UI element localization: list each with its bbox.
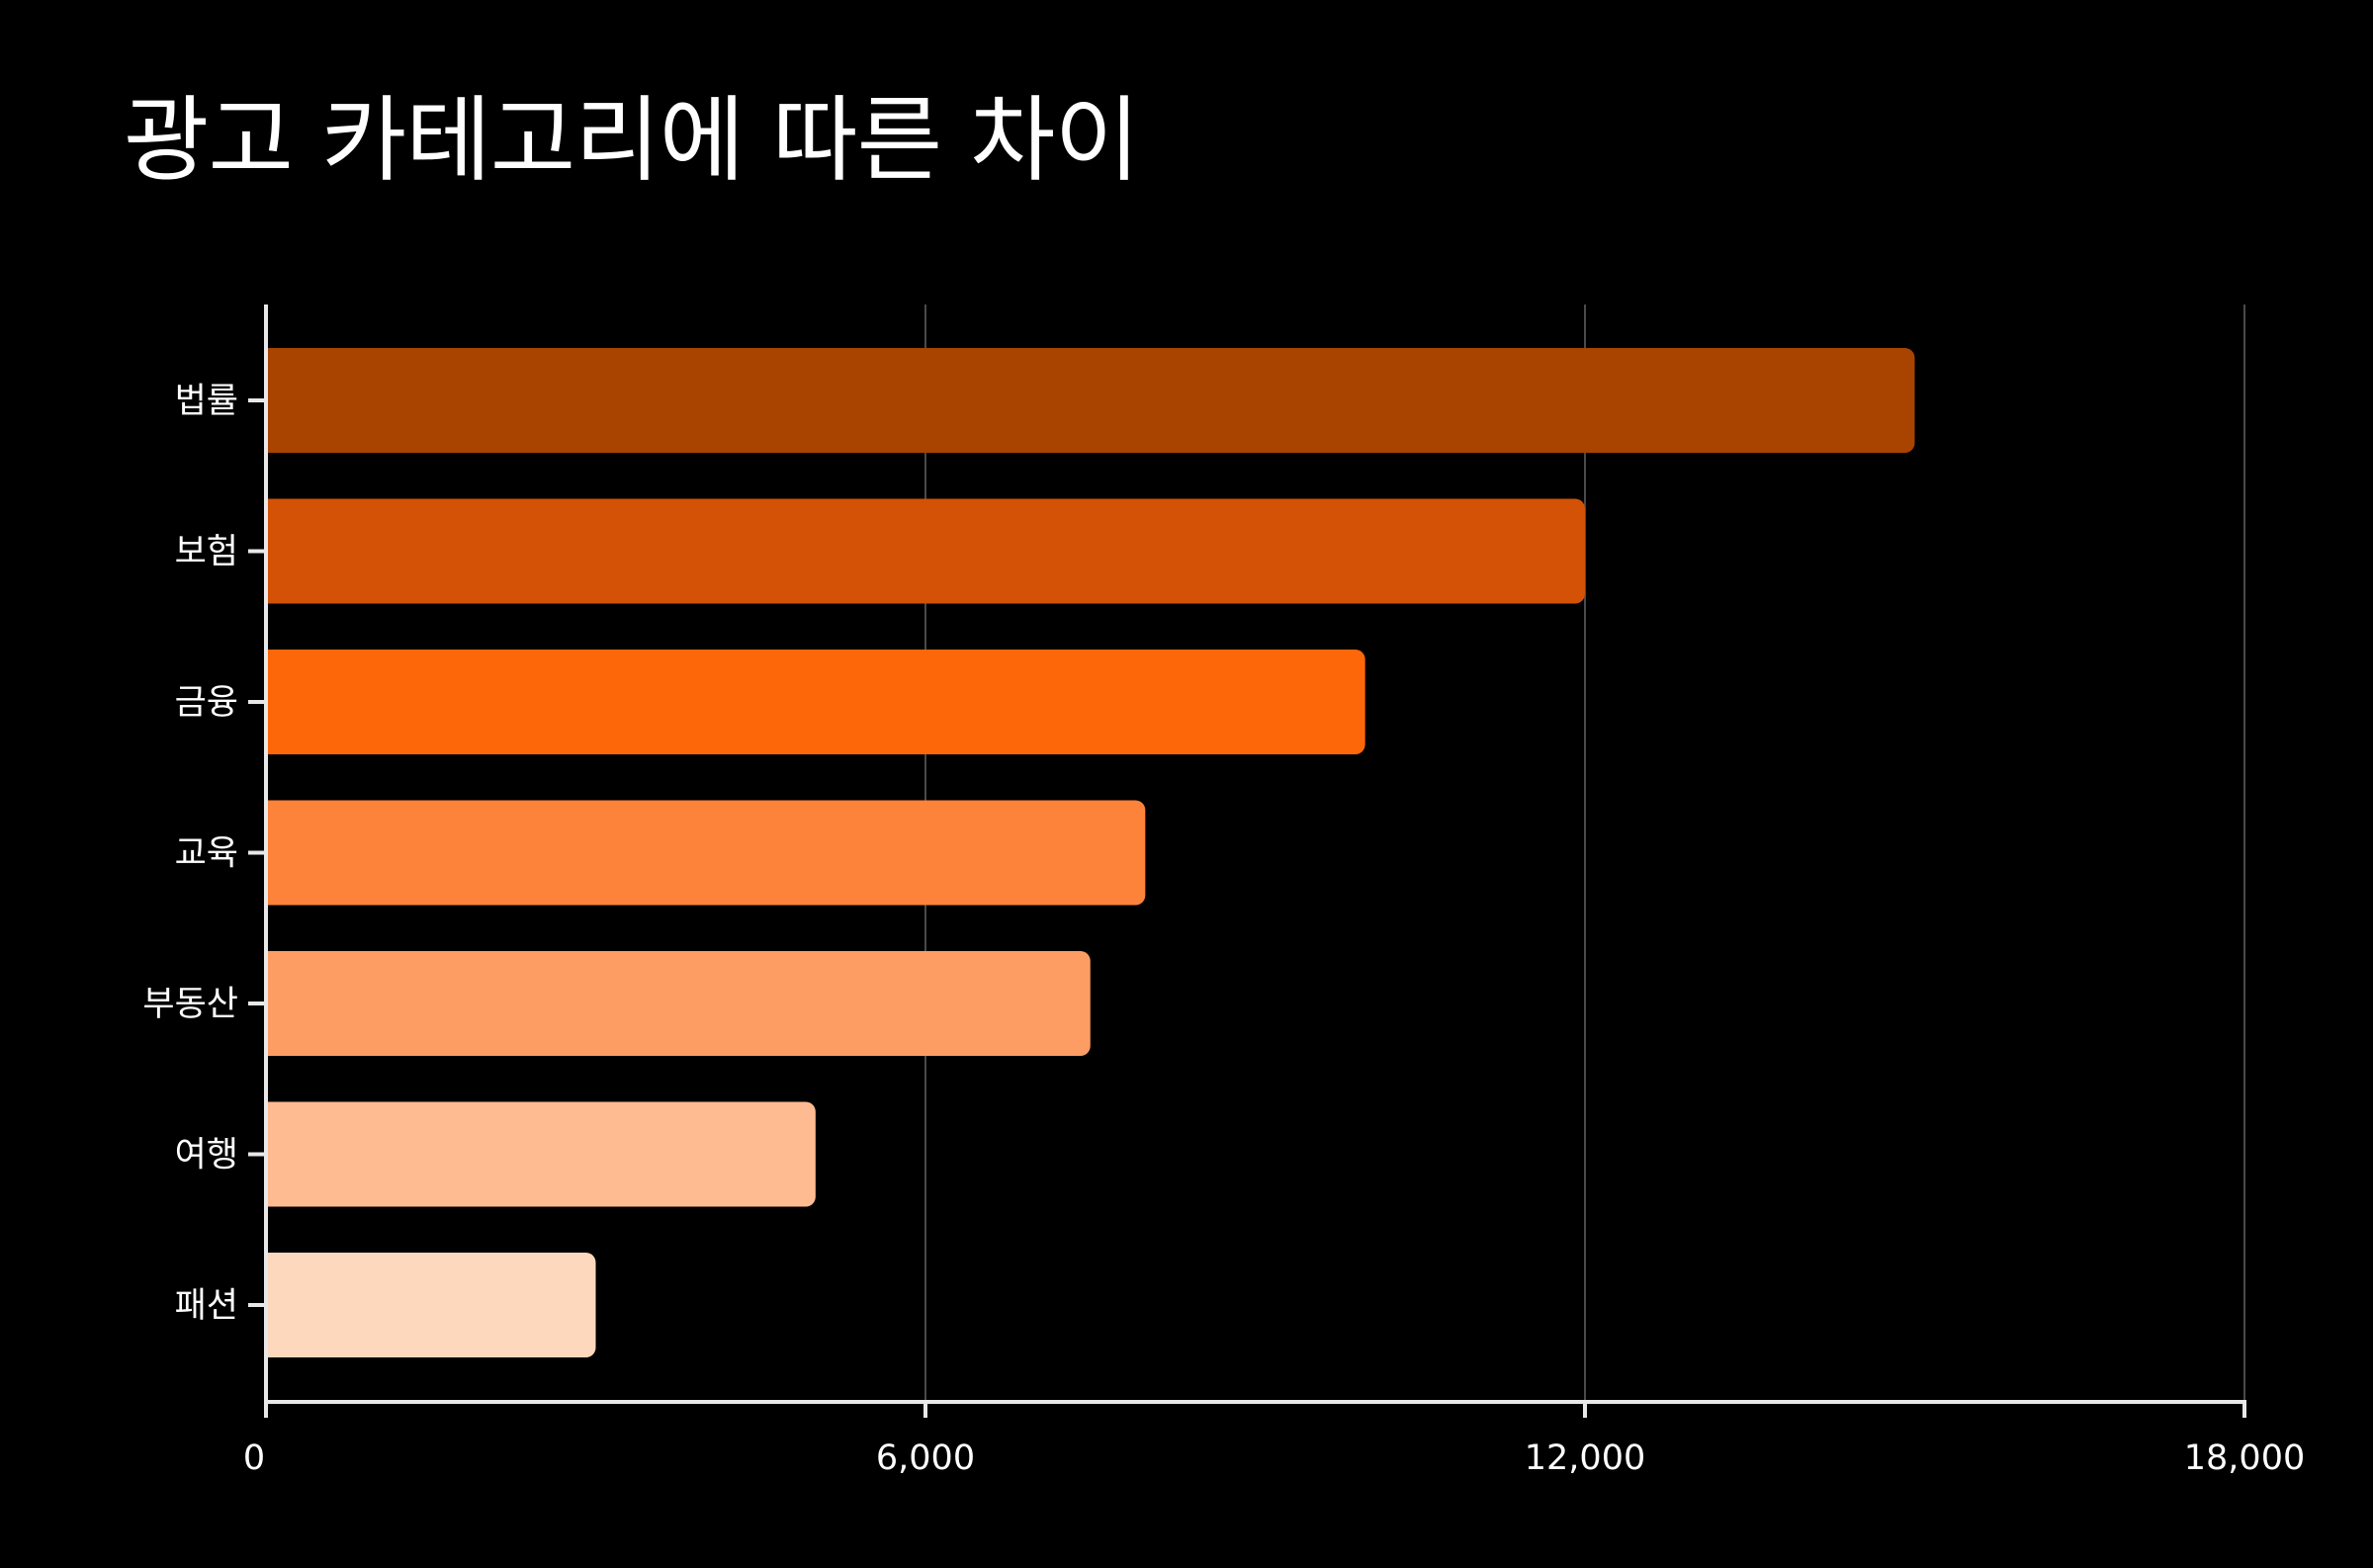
y-tick-label-2: 금융 [175, 683, 238, 723]
bar-base-5 [266, 1101, 280, 1207]
axes [248, 305, 2246, 1418]
bar-5 [266, 1101, 816, 1207]
x-tick-label-1: 6,000 [876, 1438, 975, 1478]
bar-base-2 [266, 650, 280, 754]
bar-base-4 [266, 951, 280, 1056]
y-tick-label-5: 여행 [175, 1136, 238, 1176]
bars [266, 348, 1915, 1357]
bar-base-6 [266, 1253, 280, 1357]
bar-4 [266, 951, 1091, 1056]
bar-1 [266, 498, 1585, 604]
x-tick-label-0: 0 [243, 1438, 265, 1478]
y-tick-label-0: 법률 [175, 382, 238, 421]
bar-base-3 [266, 800, 280, 906]
bar-2 [266, 650, 1365, 754]
y-tick-label-1: 보험 [175, 533, 238, 572]
y-tick-label-6: 패션 [175, 1286, 238, 1326]
bar-base-1 [266, 498, 280, 604]
x-tick-label-3: 18,000 [2184, 1438, 2305, 1478]
y-tick-label-3: 교육 [175, 834, 238, 874]
y-tick-label-4: 부동산 [142, 985, 238, 1024]
bar-3 [266, 800, 1146, 906]
bar-6 [266, 1253, 596, 1357]
bar-0 [266, 348, 1915, 453]
bar-base-0 [266, 348, 280, 453]
chart-title: 광고 카테고리에 따른 차이 [124, 87, 1140, 195]
x-tick-label-2: 12,000 [1525, 1438, 1645, 1478]
